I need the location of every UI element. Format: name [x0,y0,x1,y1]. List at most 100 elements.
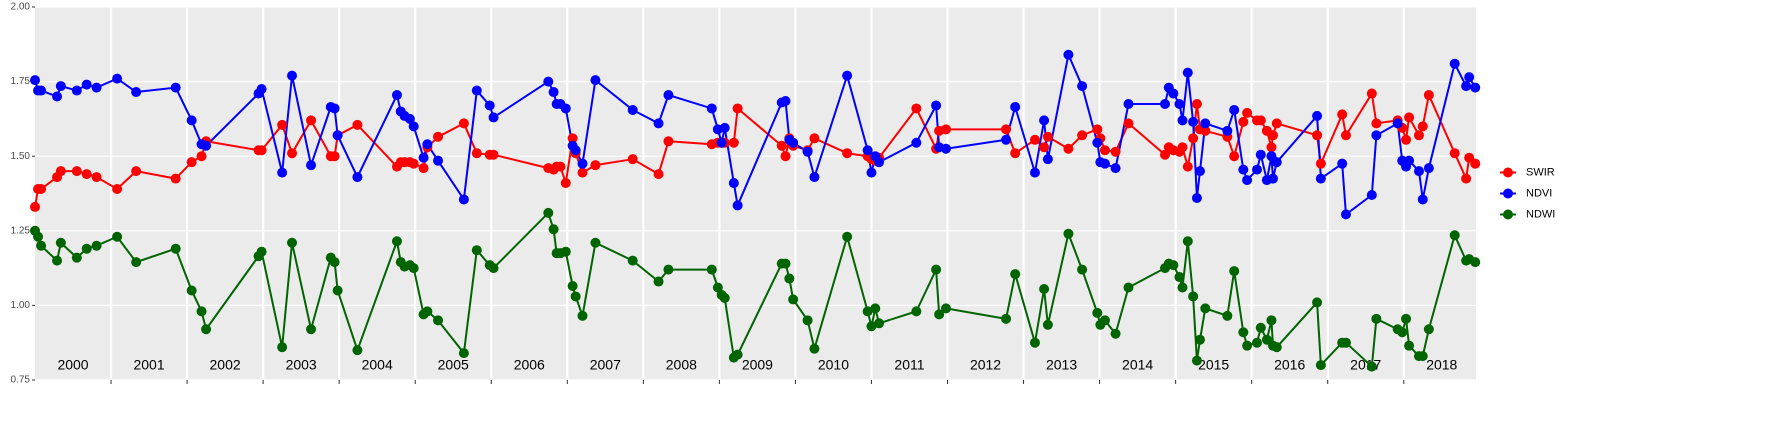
data-point [560,246,571,257]
data-point [732,200,743,211]
data-point [663,136,674,147]
data-point [1188,116,1199,127]
data-point [706,103,717,114]
data-point [1099,158,1110,169]
data-point [1092,137,1103,148]
legend-label: SWIR [1526,166,1555,178]
year-label: 2007 [590,357,621,373]
data-point [1191,98,1202,109]
year-label: 2003 [286,357,317,373]
data-point [287,70,298,81]
data-point [577,310,588,321]
data-point [81,79,92,90]
data-point [1404,112,1415,123]
data-point [1413,130,1424,141]
data-point [776,140,787,151]
data-point [1174,98,1185,109]
year-label: 2009 [742,357,773,373]
data-point [91,240,102,251]
data-point [706,264,717,275]
data-point [418,163,429,174]
data-point [911,103,922,114]
data-point [1312,110,1323,121]
data-point [112,73,123,84]
data-point [1255,115,1266,126]
data-point [391,236,402,247]
data-point [728,178,739,189]
data-point [433,155,444,166]
data-point [1110,163,1121,174]
data-point [1423,90,1434,101]
data-point [329,257,340,268]
y-tick-label: 1.50 [11,151,31,162]
data-point [1371,130,1382,141]
data-point [1449,58,1460,69]
data-point [352,345,363,356]
data-point [55,166,66,177]
data-point [1340,337,1351,348]
year-label: 2006 [514,357,545,373]
y-tick-label: 1.00 [11,300,31,311]
data-point [1449,230,1460,241]
year-label: 2004 [362,357,393,373]
data-point [306,115,317,126]
data-point [1464,72,1475,83]
data-point [1423,163,1434,174]
data-point [1315,360,1326,371]
data-point [488,149,499,160]
data-point [36,240,47,251]
legend-key [1503,188,1513,199]
data-point [1182,161,1193,172]
data-point [131,257,142,268]
data-point [874,318,885,329]
data-point [1366,88,1377,99]
data-point [627,255,638,266]
data-point [1110,146,1121,157]
data-point [1042,319,1053,330]
data-point [277,342,288,353]
y-tick-label: 1.25 [11,225,31,236]
data-point [1063,228,1074,239]
data-point [1159,149,1170,160]
data-point [1229,266,1240,277]
data-point [196,151,207,162]
data-point [653,169,664,180]
data-point [1194,334,1205,345]
data-point [1255,322,1266,333]
data-point [1271,157,1282,168]
data-point [1266,142,1277,153]
data-point [1271,342,1282,353]
year-label: 2014 [1122,357,1153,373]
data-point [780,151,791,162]
data-point [352,119,363,130]
data-point [1404,155,1415,166]
data-point [931,100,942,111]
data-point [1077,264,1088,275]
data-point [780,95,791,106]
data-point [1159,98,1170,109]
data-point [1123,118,1134,129]
data-point [1092,124,1103,135]
data-point [352,172,363,183]
year-label: 2016 [1274,357,1305,373]
data-point [1312,297,1323,308]
year-label: 2015 [1198,357,1229,373]
data-point [488,263,499,274]
data-point [866,321,877,332]
data-point [1401,134,1412,145]
data-point [911,137,922,148]
data-point [55,81,66,92]
data-point [1063,143,1074,154]
data-point [1404,340,1415,351]
data-point [131,166,142,177]
data-point [170,243,181,254]
data-point [196,306,207,317]
data-point [1242,107,1253,118]
data-point [1371,313,1382,324]
data-point [112,184,123,195]
data-point [788,137,799,148]
data-point [940,124,951,135]
data-point [81,243,92,254]
data-point [36,184,47,195]
year-label: 2001 [133,357,164,373]
